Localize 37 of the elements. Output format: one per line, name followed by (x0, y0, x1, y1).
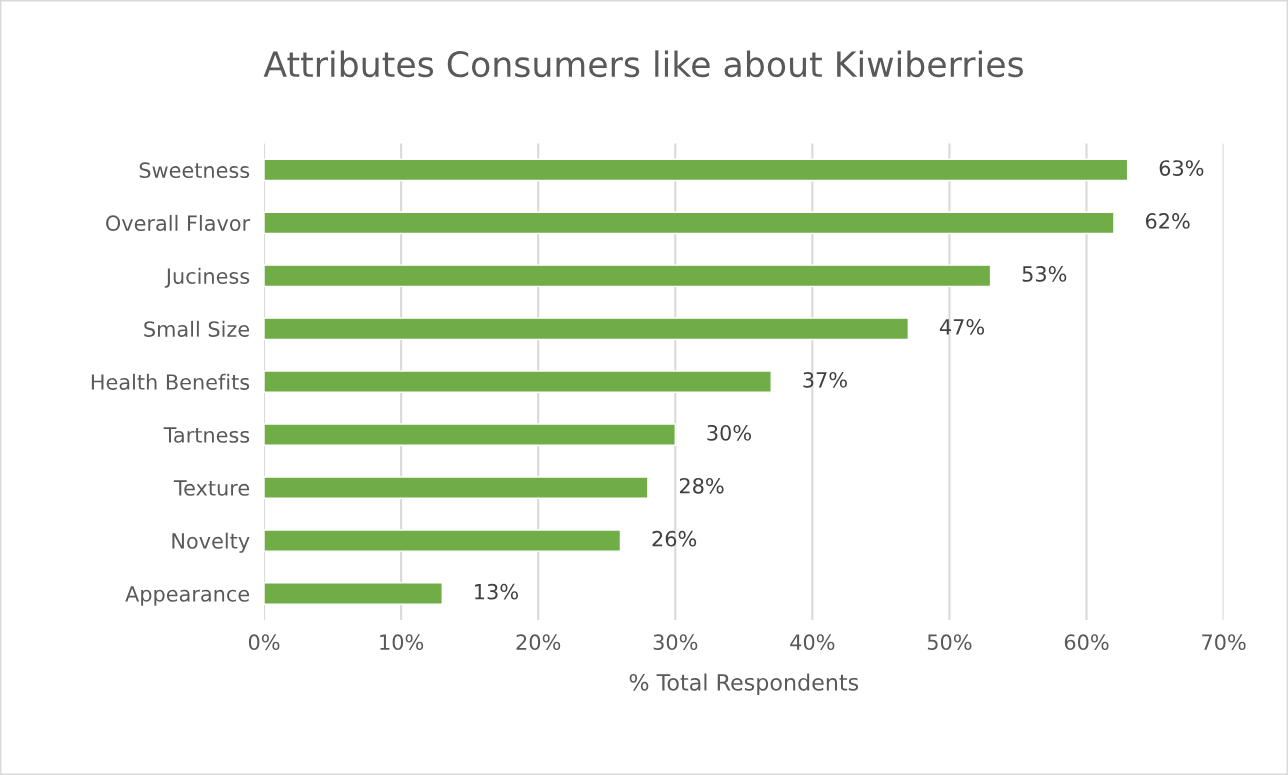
data-label: 53% (1022, 266, 1067, 282)
data-label: 62% (1145, 213, 1190, 229)
bar (264, 370, 772, 393)
y-tick-label: Small Size (144, 320, 250, 337)
x-tick-label: 10% (380, 634, 424, 651)
data-label: 26% (652, 530, 697, 547)
data-label: 28% (679, 477, 724, 494)
y-tick-label: Health Benefits (91, 373, 250, 390)
x-tick-label: 40% (790, 634, 835, 651)
bar (264, 264, 992, 288)
bar (264, 529, 622, 552)
x-tick-label: 0% (248, 634, 280, 651)
data-label: 37% (803, 371, 847, 388)
bar (264, 158, 1129, 182)
data-label: 30% (707, 424, 751, 441)
data-label: 63% (1159, 160, 1204, 176)
data-label: 13% (475, 583, 518, 600)
y-tick-label: Novelty (172, 532, 250, 553)
bar (264, 476, 649, 499)
bar (264, 582, 443, 605)
x-tick-label: 70% (1202, 634, 1246, 651)
x-tick-label: 20% (516, 634, 561, 651)
y-tick-label: Sweetness (139, 162, 250, 179)
bar (264, 317, 910, 341)
x-tick-label: 60% (1064, 634, 1109, 651)
x-tick-label: 50% (927, 634, 972, 651)
chart-title: Attributes Consumers like about Kiwiberries (263, 50, 1023, 78)
y-tick-label: Texture (173, 480, 250, 496)
x-tick-label: 30% (653, 634, 698, 651)
y-tick-label: Juciness (164, 267, 250, 288)
y-tick-label: Overall Flavor (106, 214, 251, 232)
y-tick-label: Appearance (125, 586, 250, 606)
x-axis-title: % Total Respondents (629, 673, 859, 695)
y-tick-label: Tartness (163, 427, 250, 443)
bar (264, 423, 676, 446)
bar (264, 211, 1115, 235)
data-label: 47% (939, 319, 985, 335)
